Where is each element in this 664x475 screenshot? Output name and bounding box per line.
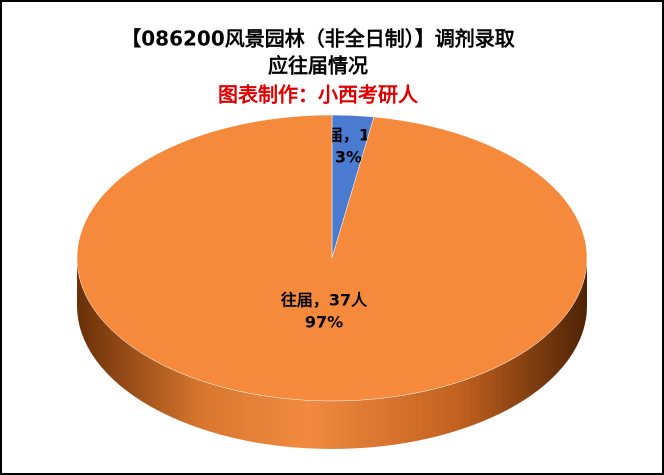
data-label: 3% bbox=[335, 147, 362, 166]
chart-title: 【086200风景园林（非全日制）】调剂录取 bbox=[121, 27, 515, 51]
chart-subtitle: 图表制作：小西考研人 bbox=[218, 83, 419, 107]
data-label: 97% bbox=[305, 313, 343, 332]
pie-side bbox=[77, 258, 587, 449]
pie-slice bbox=[76, 114, 588, 402]
chart-title: 应往届情况 bbox=[268, 54, 368, 78]
data-label: 往届，37人 bbox=[281, 291, 368, 310]
